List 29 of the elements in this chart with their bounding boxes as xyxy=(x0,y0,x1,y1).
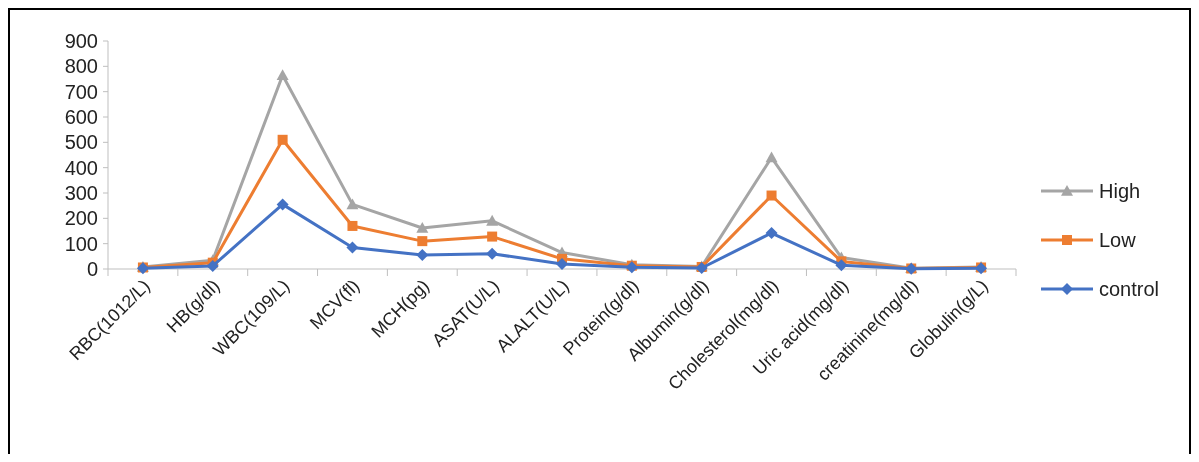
y-tick-label: 400 xyxy=(64,156,98,179)
point xyxy=(765,227,778,240)
point xyxy=(277,134,288,145)
y-tick-label: 100 xyxy=(64,232,98,255)
y-tick-label: 500 xyxy=(64,131,98,154)
point xyxy=(416,249,429,262)
y-tick-label: 600 xyxy=(64,106,98,128)
point xyxy=(486,247,499,260)
y-tick-label: 0 xyxy=(86,258,98,280)
legend-label: control xyxy=(1099,278,1160,300)
point xyxy=(276,69,289,80)
point xyxy=(347,220,358,231)
point xyxy=(556,257,568,270)
point xyxy=(346,241,359,254)
point xyxy=(417,236,428,247)
y-tick-label: 200 xyxy=(64,207,98,230)
y-tick-label: 700 xyxy=(64,80,98,103)
y-tick-label: 800 xyxy=(64,55,98,78)
point xyxy=(486,214,499,226)
point xyxy=(346,198,359,210)
point xyxy=(416,221,429,233)
y-tick-label: 300 xyxy=(64,182,98,204)
point xyxy=(276,198,289,211)
point xyxy=(487,231,498,242)
point xyxy=(765,151,778,163)
point xyxy=(766,190,777,201)
legend-label: High xyxy=(1099,180,1141,202)
legend-label: Low xyxy=(1099,229,1137,251)
y-tick-label: 900 xyxy=(64,30,98,52)
